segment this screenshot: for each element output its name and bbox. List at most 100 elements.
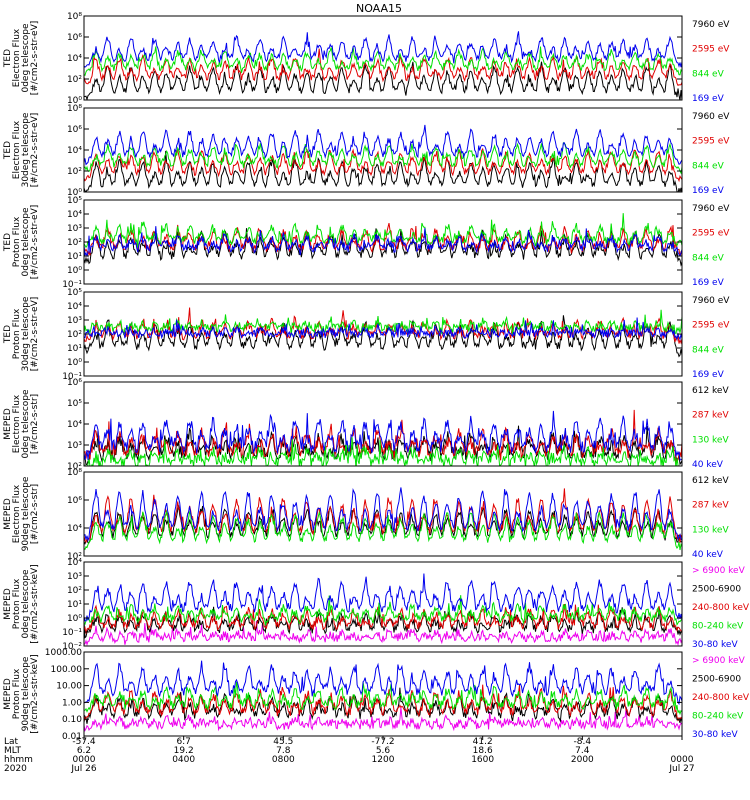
legend-entry: 612 keV [692,386,729,396]
legend-entry: 844 eV [692,161,725,171]
x-row-label: MLT [4,746,22,756]
y-tick-label: 10² [67,586,82,596]
y-tick-label: 10⁶ [67,496,82,506]
x-tick-label-lat: -57.4 [72,737,96,747]
y-axis-label-line: 0deg telescope [21,389,31,459]
y-axis-label: MEPEDProton Flux0deg telescope[#/cm2-s-s… [3,564,40,643]
y-axis-label-line: Electron Flux [12,28,22,87]
y-tick-label: 100.00 [51,665,83,675]
series-line-844-ev [84,141,682,175]
legend-entry: 844 eV [692,345,725,355]
y-axis-label-line: [#/cm2-s-str] [30,394,40,454]
legend-entry: 169 eV [692,186,725,196]
y-tick-label: 10⁻¹ [62,372,82,382]
y-tick-label: 10⁰ [67,266,82,276]
x-tick-label-date: Jul 26 [70,764,96,774]
series-line--6900-kev [84,706,682,732]
series-line-130-kev [84,437,679,466]
x-row-label: Lat [4,737,19,747]
legend-entry: 240-800 keV [692,603,750,613]
y-axis-label-line: 30deg telescope [21,296,31,371]
series-line-2595-ev [84,147,682,183]
y-axis-label-line: MEPED [3,498,13,530]
x-row-label: hhmm [4,755,33,765]
y-axis-label-line: TED [3,49,13,68]
y-tick-label: 10⁸ [67,12,82,22]
y-tick-label: 10⁵ [67,196,82,206]
x-tick-label-mlt: 6.2 [77,746,91,756]
y-axis-label-line: [#/cm2-s-str-eV] [30,113,40,188]
series-line-169-ev [84,317,682,342]
y-tick-label: 0.01 [62,732,82,742]
legend-entry: 240-800 keV [692,693,750,703]
y-axis-label-line: TED [3,325,13,344]
y-tick-label: 10⁴ [67,210,82,220]
legend-entry: 130 keV [692,435,729,445]
y-tick-label: 10⁴ [67,146,82,156]
y-axis-label-line: Proton Flux [12,308,22,359]
y-axis-label-line: 0deg telescope [21,569,31,639]
y-tick-label: 1000.00 [45,648,82,658]
legend-entry: 844 eV [692,253,725,263]
y-axis-label-line: [#/cm2-s-str] [30,484,40,544]
y-tick-label: 10² [67,75,82,85]
y-axis-label: TEDElectron Flux30deg telescope[#/cm2-s-… [3,112,40,187]
y-tick-label: 10⁴ [67,420,82,430]
y-tick-label: 10⁰ [67,96,82,106]
y-axis-label: TEDProton Flux30deg telescope[#/cm2-s-st… [3,296,40,371]
x-tick-label-lat: -8.4 [574,737,592,747]
y-axis-label: TEDProton Flux0deg telescope[#/cm2-s-str… [3,205,40,280]
y-tick-label: 10³ [67,224,82,234]
y-tick-label: 10⁵ [67,399,82,409]
legend-entry: 40 keV [692,460,724,470]
y-tick-label: 10³ [67,572,82,582]
plot-title: NOAA15 [356,2,402,15]
y-tick-label: 10⁸ [67,468,82,478]
x-tick-label-hhmm: 2000 [571,755,594,765]
y-tick-label: 10² [67,462,82,472]
series-line-844-ev [84,213,682,249]
series-line-130-kev [84,509,682,551]
y-axis-label-line: Proton Flux [12,668,22,719]
series-line-169-ev [84,31,682,68]
y-axis-label-line: MEPED [3,408,13,440]
y-axis-label-line: Electron Flux [12,394,22,453]
series-line-30-80-kev [84,660,682,706]
series-line-7960-ev [84,150,682,192]
series-group [84,31,682,100]
legend-entry: 7960 eV [692,296,730,306]
series-line-7960-ev [84,61,682,100]
legend-entry: 7960 eV [692,204,730,214]
y-tick-label: 0.10 [62,715,82,725]
y-axis-label-line: MEPED [3,588,13,620]
y-tick-label: 10⁰ [67,188,82,198]
legend-entry: 40 keV [692,550,724,560]
panel-1: 10⁰ 10² 10⁴ 10⁶ 10⁸ TEDElectron Flux0deg tele… [3,12,730,106]
y-axis-label-line: Electron Flux [12,484,22,543]
legend-entry: 80-240 keV [692,622,744,632]
y-tick-label: 10⁶ [67,378,82,388]
y-tick-label: 10² [67,552,82,562]
series-line-169-ev [84,124,682,166]
y-tick-label: 10⁵ [67,288,82,298]
series-group [84,213,682,267]
x-row-label: 2020 [4,764,27,774]
x-tick-label-lat: -77.2 [371,737,394,747]
y-axis-label-line: Proton Flux [12,216,22,267]
series-line-2595-ev [84,222,682,257]
series-line-287-kev [84,409,682,464]
y-tick-label: 10.00 [56,682,82,692]
y-tick-label: 10¹ [67,600,82,610]
legend-entry: 844 eV [692,69,725,79]
y-tick-label: 10⁶ [67,125,82,135]
y-tick-label: 10⁰ [67,614,82,624]
series-line-240-800-kev [84,603,682,634]
y-tick-label: 10⁸ [67,104,82,114]
y-axis-label-line: [#/cm2-s-str-keV] [30,654,40,733]
series-line-240-800-kev [84,684,682,722]
y-tick-label: 10⁴ [67,524,82,534]
y-axis-label: MEPEDElectron Flux90deg telescope[#/cm2-… [3,476,40,551]
y-tick-label: 10³ [67,441,82,451]
y-tick-label: 10⁴ [67,558,82,568]
